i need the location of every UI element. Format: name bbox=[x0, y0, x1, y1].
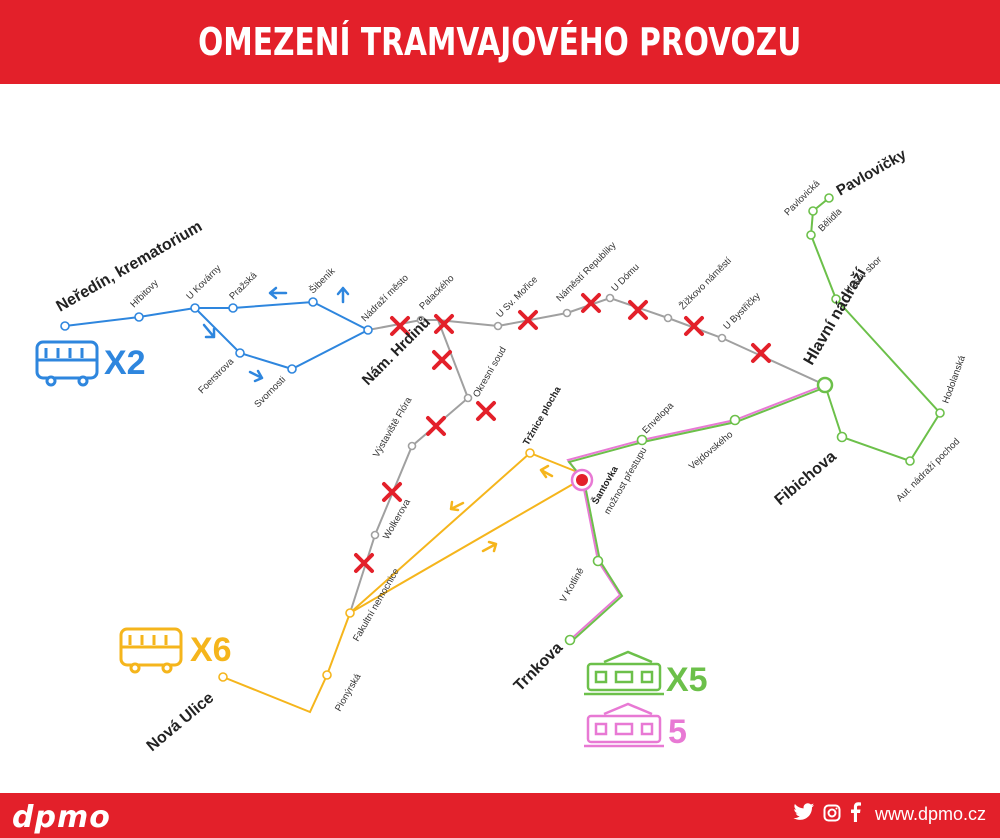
stop-label-ukovarny: U Kovárny bbox=[184, 263, 223, 302]
stop-label-ubystricky: U Bystřičky bbox=[721, 291, 763, 333]
legend-x2-label: X2 bbox=[104, 344, 146, 382]
stop-label-okresni-soud: Okresní soud bbox=[471, 345, 509, 399]
stop-label-sibenik: Šibeník bbox=[307, 266, 337, 296]
stop-label-udomu: U Dómu bbox=[609, 262, 641, 294]
stop-label-hrbitovy: Hřbitovy bbox=[128, 278, 161, 311]
legend-5-label: 5 bbox=[668, 713, 687, 751]
website-link[interactable]: www.dpmo.cz bbox=[874, 804, 986, 824]
stop-label-fibichova: Fibichova bbox=[772, 448, 840, 509]
footer-bar: dpmo www.dpmo.cz bbox=[0, 793, 1000, 838]
stop-label-pionyrska: Pionýrská bbox=[333, 671, 364, 713]
stop-label-zizkovo: Žižkovo náměstí bbox=[677, 255, 734, 312]
stop-label-belidla: Bělidla bbox=[816, 206, 844, 234]
twitter-icon[interactable] bbox=[793, 802, 815, 827]
bus-icon bbox=[35, 340, 99, 387]
legend-x6-label: X6 bbox=[190, 631, 232, 669]
route-x6 bbox=[222, 451, 581, 714]
dpmo-logo[interactable]: dpmo bbox=[12, 800, 111, 835]
legend-x5: X5 bbox=[584, 650, 708, 699]
legend-5: 5 bbox=[584, 702, 687, 751]
instagram-icon[interactable] bbox=[823, 803, 841, 827]
stop-label-pavlovicky: Pavlovičky bbox=[834, 146, 910, 200]
stop-label-hodolanska: Hodolanská bbox=[940, 353, 968, 405]
legend-x5-label: X5 bbox=[666, 661, 708, 699]
stop-markers bbox=[60, 193, 945, 682]
stop-label-foerstrova: Foerstrova bbox=[196, 356, 236, 396]
page-title: OMEZENÍ TRAMVAJOVÉHO PROVOZU bbox=[198, 20, 802, 64]
bus-icon bbox=[119, 627, 183, 674]
stop-label-aut-nadrazi: Aut. nádraží pochod bbox=[894, 436, 962, 504]
closure-marks bbox=[354, 293, 771, 573]
header-bar: OMEZENÍ TRAMVAJOVÉHO PROVOZU bbox=[0, 0, 1000, 84]
stop-label-vystaviste: Výstaviště Flóra bbox=[371, 395, 415, 460]
tram-icon bbox=[584, 650, 664, 696]
santovka-transfer-marker bbox=[570, 468, 594, 492]
social-links: www.dpmo.cz bbox=[793, 802, 986, 827]
legend-x6: X6 bbox=[119, 627, 232, 674]
stop-label-trznice: Tržnice plocha bbox=[521, 384, 564, 447]
stop-label-palackeho: Palackého bbox=[417, 273, 456, 312]
stop-label-vkotline: V Kotlině bbox=[558, 566, 587, 604]
stop-label-prazska: Pražská bbox=[227, 270, 260, 303]
legend-x2: X2 bbox=[35, 340, 146, 387]
direction-arrows-x6 bbox=[449, 464, 554, 553]
stop-label-wolkerova: Wolkerova bbox=[381, 497, 413, 542]
stop-label-nova-ulice: Nová Ulice bbox=[144, 689, 218, 755]
direction-arrows-x2 bbox=[202, 286, 350, 383]
route-x2 bbox=[64, 300, 369, 371]
stop-label-envelopa: Envelopa bbox=[640, 400, 676, 436]
stop-label-vejdovskeho: Vejdovského bbox=[687, 429, 735, 472]
stop-label-nadrazi-mesto: Nádraží město bbox=[359, 273, 410, 324]
route-x5-5 bbox=[566, 197, 942, 642]
tram-icon bbox=[584, 702, 664, 748]
stop-label-trnkova: Trnkova bbox=[511, 639, 566, 694]
facebook-icon[interactable] bbox=[849, 802, 861, 827]
